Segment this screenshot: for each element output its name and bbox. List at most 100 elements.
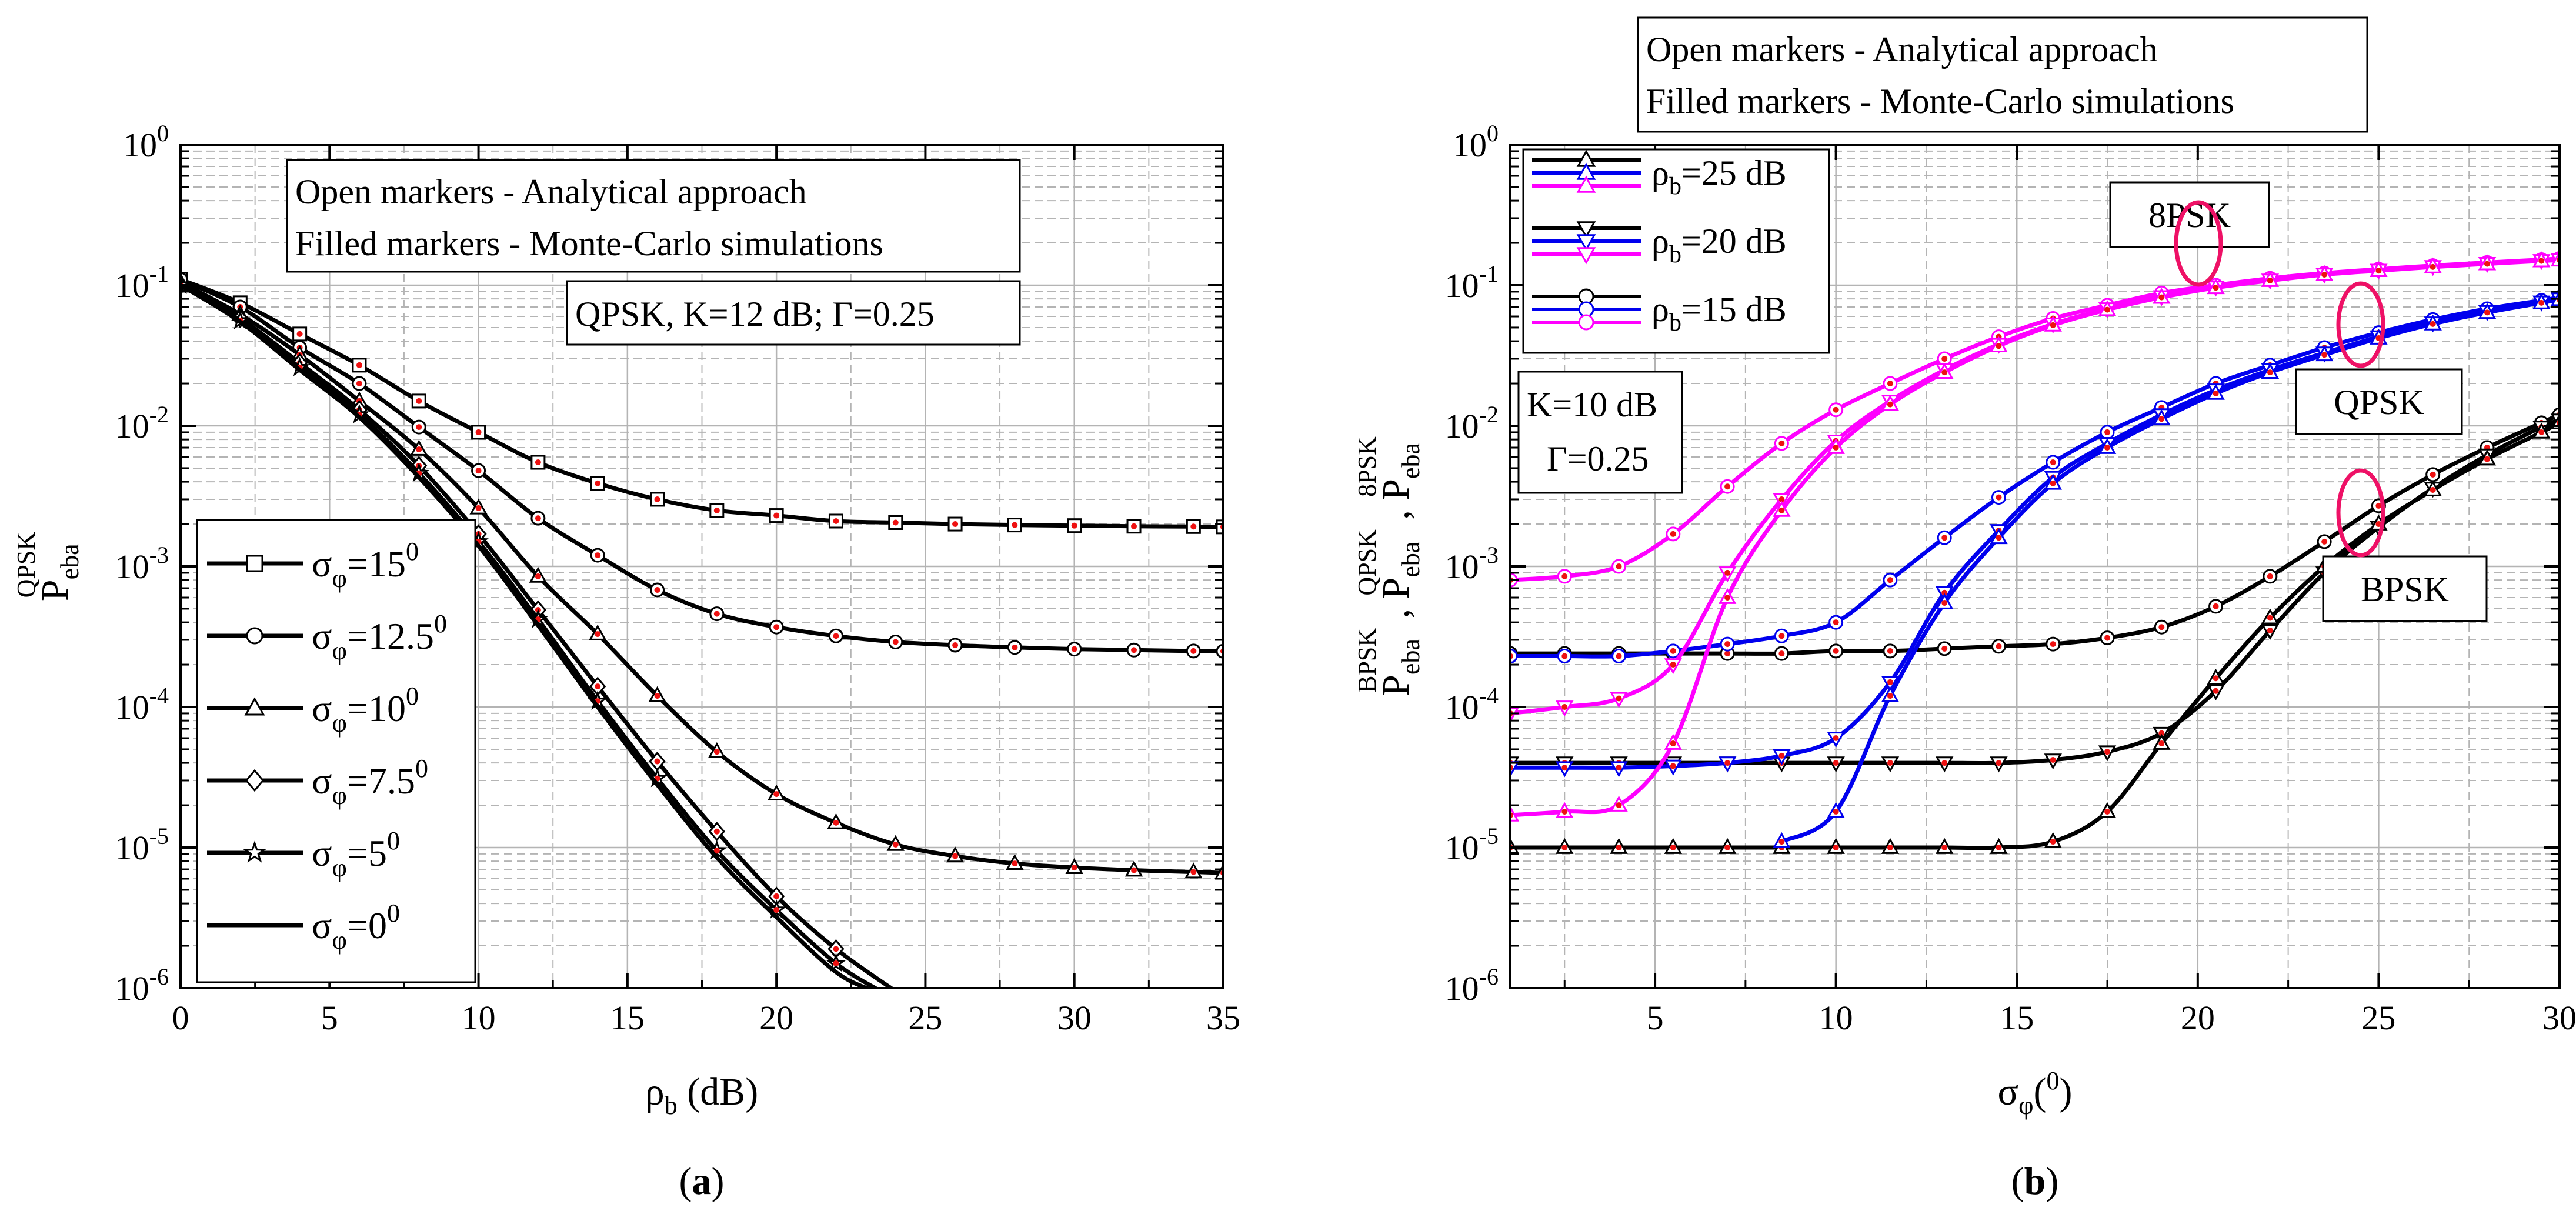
panel-a-legend-sub: φ <box>332 853 347 882</box>
panel-a-x-axis-label: ρb (dB) <box>645 1070 758 1120</box>
panel-a-legend-label: σφ=50 <box>312 826 400 882</box>
panel-b-data-point-sim <box>1833 735 1839 742</box>
panel-b-y-tick-base: 10 <box>1445 266 1479 305</box>
panel-b-ylabel-sub: eba <box>1396 639 1425 675</box>
panel-b-legend-sub: b <box>1669 309 1681 336</box>
panel-b-data-point-sim <box>1561 845 1568 850</box>
panel-a-data-point-sim <box>833 960 839 966</box>
panel-b-y-tick-base: 10 <box>1445 548 1479 586</box>
panel-b-data-point-sim <box>1778 507 1785 513</box>
panel-a-y-tick-label: 10-3 <box>115 542 169 586</box>
panel-b-data-point-sim <box>1724 845 1731 850</box>
panel-a-series-line <box>181 283 873 988</box>
panel-a-data-point-sim <box>1131 523 1137 529</box>
panel-b-data-point-sim <box>1561 808 1568 815</box>
panel-a-legend-sup: 0 <box>406 682 419 710</box>
panel-a-y-tick-exp: -4 <box>149 682 169 709</box>
panel-b-series <box>1510 250 2560 854</box>
panel-a-data-point-sim <box>535 459 541 466</box>
panel-b-label-qpsk-text: QPSK <box>2334 383 2424 422</box>
panel-b-data-point-sim <box>1670 531 1676 537</box>
panel-a-xlabel-sub: b <box>665 1091 678 1120</box>
panel-a-data-point-sim <box>595 480 601 486</box>
panel-b-legend-marker <box>1578 288 1594 305</box>
panel-b-label-qpsk: QPSK <box>2295 368 2463 435</box>
panel-a-legend-sub: φ <box>332 709 347 738</box>
panel-b-y-tick-label: 10-3 <box>1445 542 1499 586</box>
panel-b-data-point-sim <box>1778 496 1785 502</box>
panel-b-data-point-sim <box>1778 440 1785 446</box>
panel-b-data-point-sim <box>1941 760 1948 766</box>
panel-a-data-point-sim <box>416 424 422 431</box>
panel-a-data-point-sim <box>475 468 482 474</box>
panel-a-legend-sym: σ <box>312 905 332 946</box>
panel-b-xlabel-sigma: σ <box>1998 1070 2019 1113</box>
panel-a-y-tick-label: 10-1 <box>115 261 169 305</box>
panel-b-data-point-sim <box>2104 749 2111 755</box>
panel-a-data-point-sim <box>416 446 422 453</box>
panel-b-y-tick-label: 10-1 <box>1445 261 1499 305</box>
panel-a-data-point-sim <box>654 693 660 699</box>
panel-a-data-point-sim <box>1071 646 1077 652</box>
panel-a-legend-val: =7.5 <box>347 760 415 802</box>
panel-a-data-point-sim <box>1131 647 1137 653</box>
panel-b-x-tick-label: 10 <box>1819 999 1853 1037</box>
panel-b-data-point-sim <box>1941 600 1948 606</box>
panel-a-legend-label: σφ=7.50 <box>312 754 428 810</box>
panel-b-data-point-sim <box>1616 653 1622 659</box>
panel-a-data-point-sim <box>833 518 839 524</box>
panel-a-y-axis-label: Peba QPSK <box>12 532 84 601</box>
panel-a-data-point-sim <box>892 519 899 526</box>
panel-a-data-point-sim <box>356 362 362 368</box>
panel-b-ylabel-gap <box>1374 618 1417 628</box>
panel-a-legend-marker <box>243 840 266 863</box>
panel-b-data-point-sim <box>2484 309 2490 316</box>
panel-b-data-point-sim <box>1724 483 1731 490</box>
panel-a-data-point-sim <box>475 429 482 435</box>
panel-b-data-point-sim <box>2267 369 2273 376</box>
panel-b-data-point-sim <box>2430 471 2436 478</box>
panel-b-data-point-sim <box>2267 278 2273 284</box>
panel-b-data-point-sim <box>2213 285 2219 291</box>
panel-a-caption: (a) <box>679 1160 725 1203</box>
panel-b-ylabel-sub: eba <box>1396 542 1425 578</box>
panel-b-ylabel-gap <box>1374 520 1417 530</box>
panel-b-data-point-sim <box>1616 695 1622 702</box>
panel-b-legend-marker <box>1576 175 1596 193</box>
panel-b-data-point-sim <box>2213 603 2219 609</box>
panel-b-data-point-sim <box>2104 808 2111 815</box>
panel-b-data-point-sim <box>2213 688 2219 694</box>
panel-b-legend-label: ρb=25 dB <box>1651 154 1787 200</box>
panel-b-label-bpsk: BPSK <box>2322 555 2488 622</box>
panel-b-data-point-sim <box>1724 641 1731 648</box>
panel-b-data-point-sim <box>1833 845 1839 850</box>
panel-b-data-point-sim <box>1887 648 1893 654</box>
panel-b-data-point-sim <box>1996 494 2002 501</box>
panel-a-data-point-sim <box>833 819 839 826</box>
panel-b-data-point-sim <box>1616 765 1622 771</box>
panel-b-y-tick-exp: -1 <box>1479 261 1499 287</box>
panel-b-xlabel-sub: φ <box>2018 1091 2033 1120</box>
panel-a-data-point-sim <box>595 552 601 559</box>
panel-b-data-point-sim <box>2375 268 2382 274</box>
panel-a-x-tick-label: 20 <box>759 999 793 1037</box>
panel-a-y-tick-base: 10 <box>115 407 149 445</box>
panel-a-data-point-sim <box>952 853 959 859</box>
panel-b-data-point-sim <box>1670 648 1676 654</box>
panel-b-data-point-sim <box>2050 322 2056 328</box>
panel-b-param-k: K=10 dB <box>1527 385 1657 424</box>
panel-a-x-tick-label: 15 <box>610 999 645 1037</box>
panel-a-ylabel-sup: QPSK <box>12 532 41 598</box>
panel-b-data-point-sim <box>1996 643 2002 649</box>
panel-a-x-tick-label: 30 <box>1057 999 1092 1037</box>
panel-a-data-point-sim <box>654 758 660 765</box>
svg-text:σφ(0): σφ(0) <box>1998 1066 2073 1120</box>
svg-text:PebaBPSK , PebaQPSK , Peba8PSK: PebaBPSK , PebaQPSK , Peba8PSK <box>1353 436 1425 696</box>
panel-b-ylabel-p: P <box>1374 675 1417 696</box>
panel-b-data-point-sim <box>1724 650 1731 657</box>
panel-b-data-point-sim <box>1833 619 1839 626</box>
